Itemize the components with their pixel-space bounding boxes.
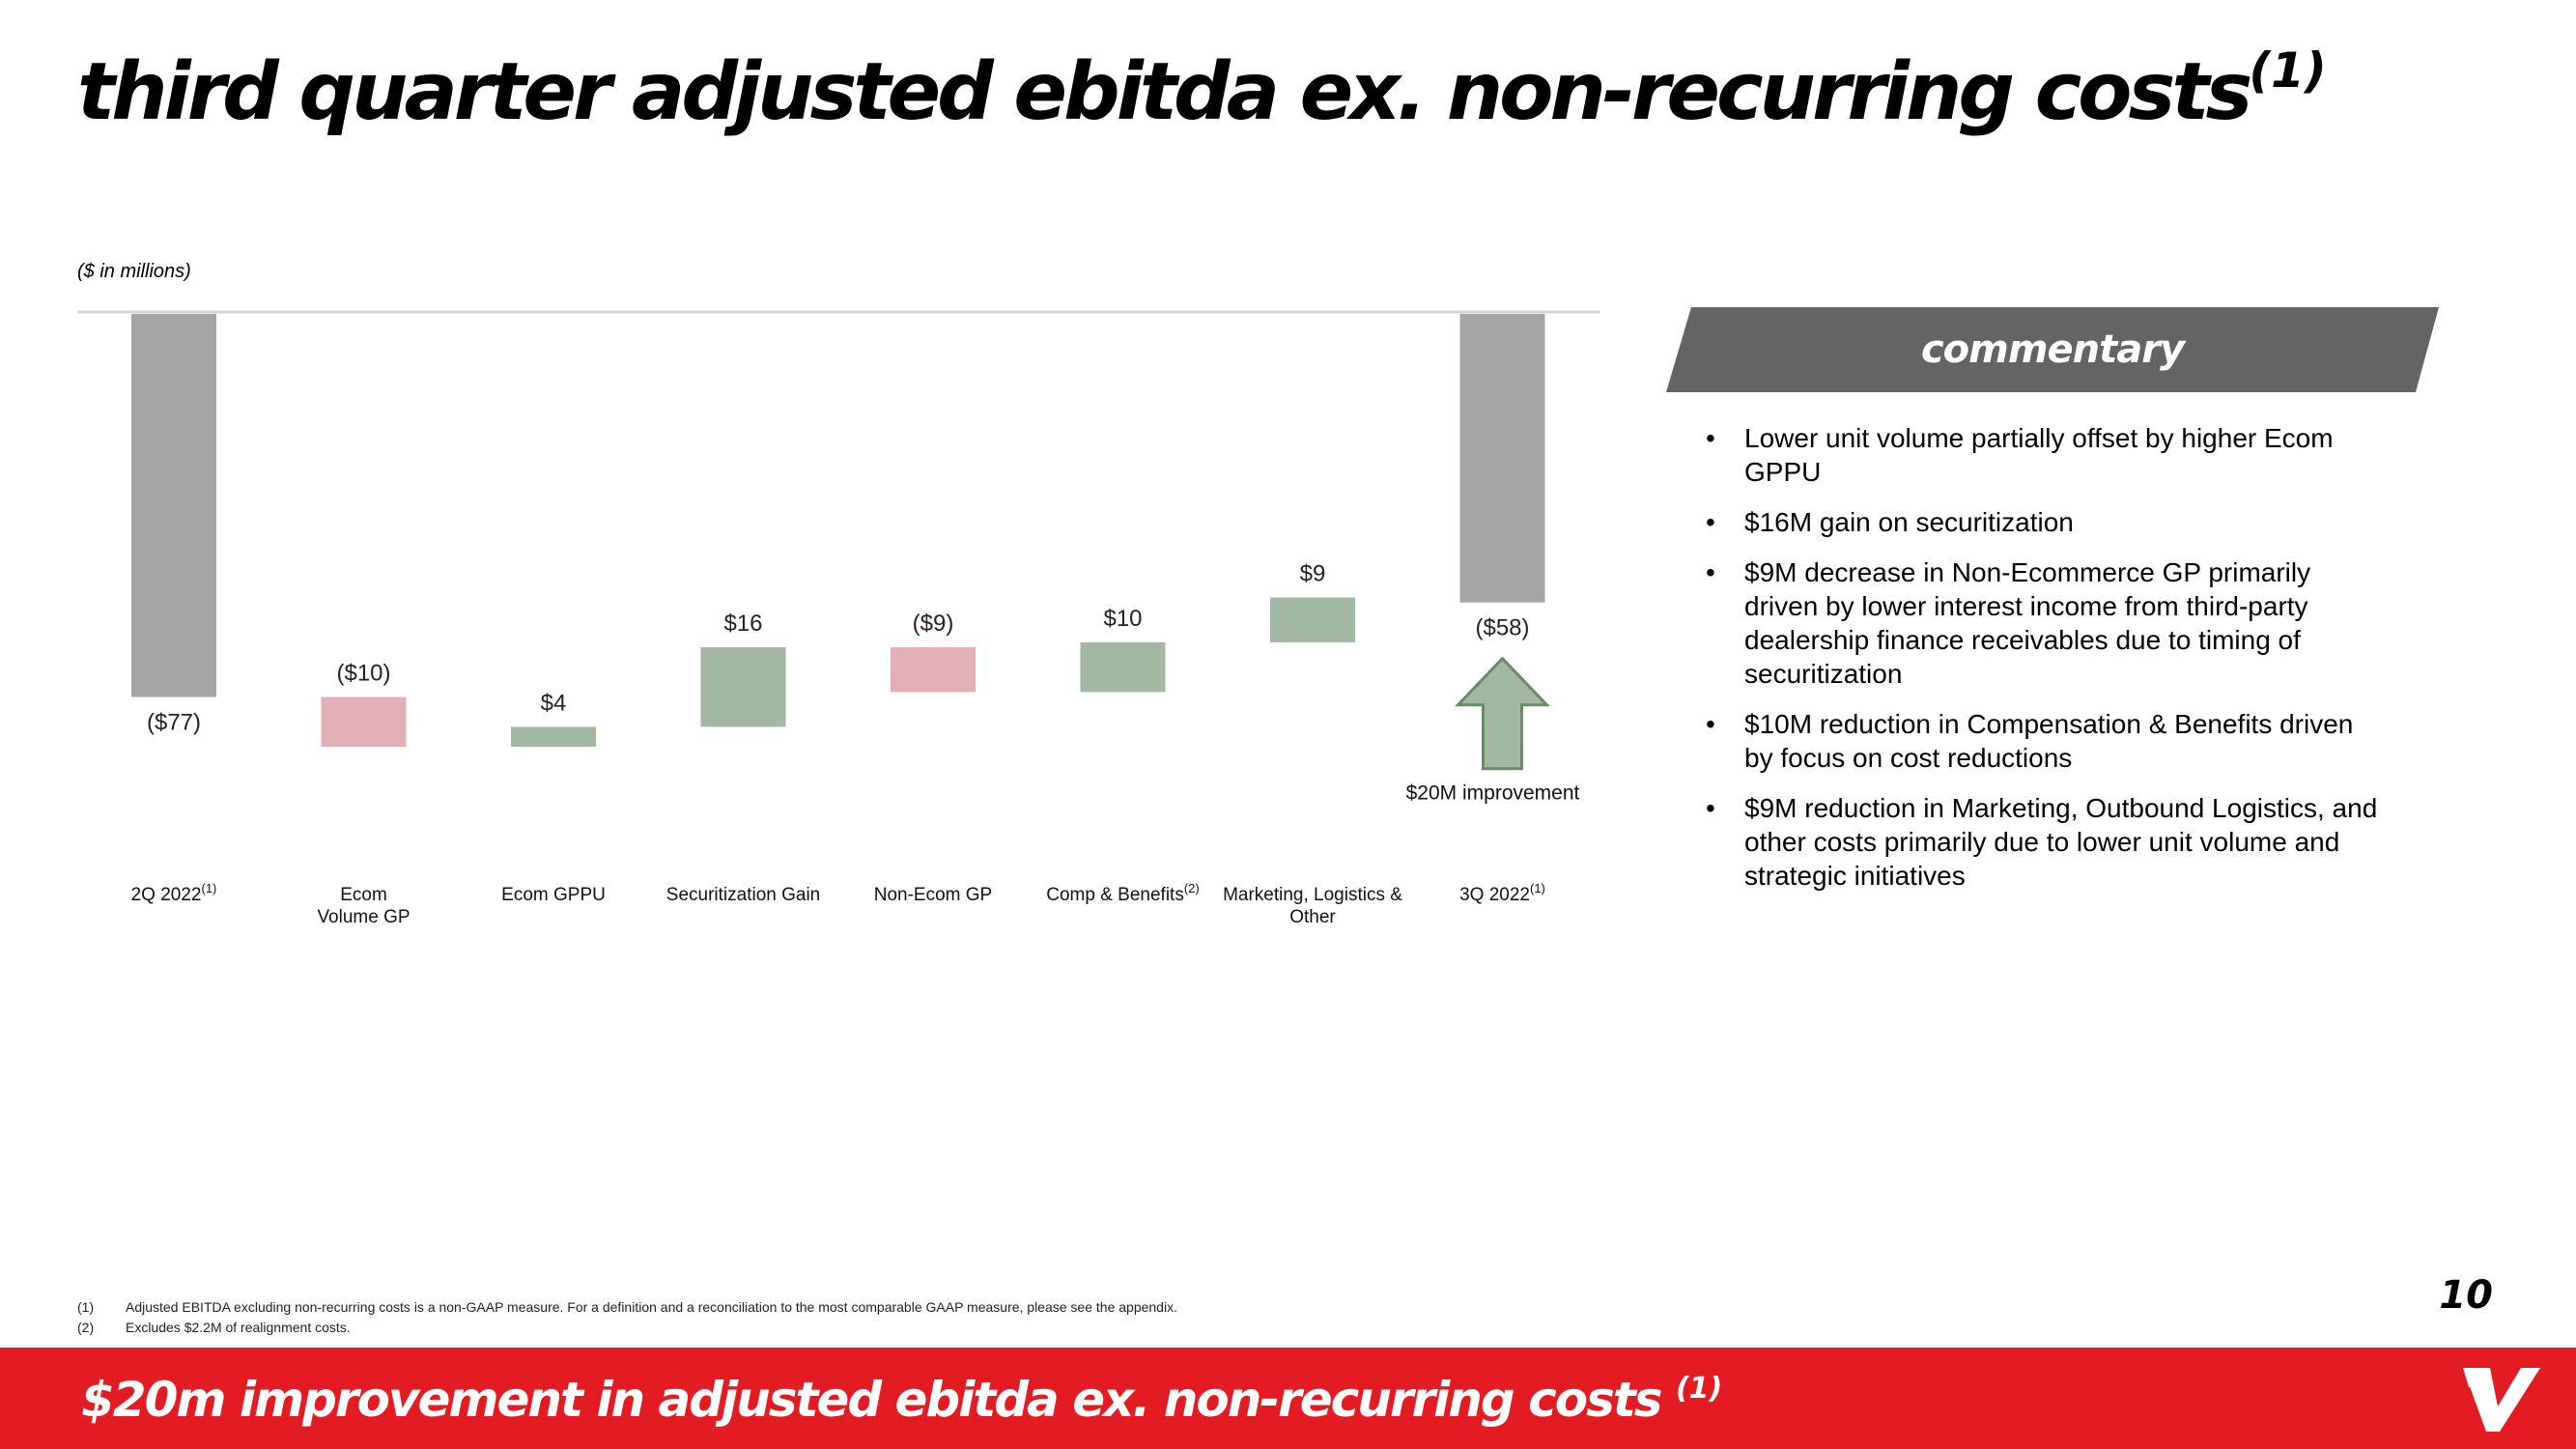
waterfall-bar — [1080, 641, 1166, 693]
vroom-v-logo-icon — [2463, 1368, 2540, 1432]
bullet-marker: • — [1706, 709, 1715, 739]
commentary-bullet-text: $16M gain on securitization — [1744, 507, 2074, 537]
category-label: 2Q 2022(1) — [131, 881, 217, 905]
bullet-marker: • — [1706, 557, 1715, 587]
category-footnote-ref: (1) — [1530, 881, 1545, 895]
data-label: $10 — [1103, 606, 1142, 632]
commentary-bullet: • $9M decrease in Non-Ecommerce GP primar… — [1702, 555, 2378, 691]
commentary-bullet-text: $9M reduction in Marketing, Outbound Log… — [1744, 793, 2378, 891]
footnote-text: Adjusted EBITDA excluding non-recurring … — [126, 1299, 1177, 1315]
page-title-footnote-ref: (1) — [2249, 43, 2327, 99]
category-label: Securitization Gain — [666, 885, 820, 905]
category-label: 3Q 2022(1) — [1459, 881, 1545, 905]
category-label: Non-Ecom GP — [874, 885, 992, 905]
data-label: $9 — [1300, 561, 1326, 587]
commentary-bullet: • Lower unit volume partially offset by h… — [1702, 421, 2378, 489]
category-label: Volume GP — [317, 907, 410, 927]
footnote: (2) Excludes $2.2M of realignment costs. — [77, 1320, 1177, 1340]
page-title: third quarter adjusted ebitda ex. non-re… — [77, 43, 2327, 138]
footer-bar — [0, 1348, 2576, 1449]
waterfall-bar — [131, 314, 216, 697]
footnote: (1) Adjusted EBITDA excluding non-recurri… — [77, 1299, 1177, 1320]
category-label: Comp & Benefits(2) — [1046, 881, 1199, 905]
footnote-number: (1) — [77, 1299, 95, 1315]
improvement-annotation: $20M improvement — [1406, 782, 1580, 805]
data-label: $4 — [541, 690, 567, 716]
waterfall-bar — [891, 647, 976, 693]
waterfall-bar — [1459, 314, 1545, 603]
bullet-marker: • — [1706, 423, 1715, 453]
commentary-bullet: • $16M gain on securitization — [1702, 505, 2378, 539]
footer-footnote-ref: (1) — [1675, 1372, 1723, 1406]
data-label: ($77) — [147, 710, 201, 736]
footer-tagline: $20m improvement in adjusted ebitda ex. … — [81, 1372, 1722, 1428]
data-label: ($10) — [336, 661, 390, 687]
data-label: ($58) — [1475, 615, 1529, 641]
improvement-arrow-icon — [1454, 656, 1551, 771]
category-label: Ecom GPPU — [501, 885, 606, 905]
category-footnote-ref: (1) — [202, 881, 217, 895]
commentary-banner — [1666, 307, 2439, 392]
waterfall-bar — [700, 647, 786, 727]
page-number: 10 — [2439, 1273, 2493, 1318]
commentary-bullet: • $9M reduction in Marketing, Outbound Lo… — [1702, 791, 2378, 893]
bullet-marker: • — [1706, 793, 1715, 823]
commentary-bullet-text: $10M reduction in Compensation & Benefit… — [1744, 709, 2354, 773]
commentary-title: commentary — [1920, 327, 2185, 372]
commentary-bullet-text: Lower unit volume partially offset by hi… — [1744, 423, 2334, 487]
units-label: ($ in millions) — [77, 261, 191, 282]
category-footnote-ref: (2) — [1184, 881, 1200, 895]
category-label: Ecom — [340, 885, 387, 905]
commentary-bullet-text: $9M decrease in Non-Ecommerce GP primari… — [1744, 557, 2311, 689]
footnote-text: Excludes $2.2M of realignment costs. — [126, 1320, 351, 1335]
category-label: Other — [1289, 907, 1336, 927]
category-label: Marketing, Logistics & — [1223, 885, 1402, 905]
footnote-number: (2) — [77, 1320, 95, 1335]
data-label: ($9) — [913, 611, 954, 637]
waterfall-bar — [1270, 597, 1355, 642]
footer-tagline-text: $20m improvement in adjusted ebitda ex. … — [81, 1372, 1663, 1428]
waterfall-bar — [321, 696, 407, 748]
data-label: $16 — [723, 611, 762, 637]
page-title-text: third quarter adjusted ebitda ex. non-re… — [77, 46, 2252, 138]
commentary-bullet: • $10M reduction in Compensation & Benefi… — [1702, 707, 2378, 775]
footnotes: (1) Adjusted EBITDA excluding non-recurri… — [77, 1299, 1177, 1340]
commentary-list: • Lower unit volume partially offset by h… — [1702, 421, 2378, 909]
waterfall-bar — [511, 726, 596, 748]
bullet-marker: • — [1706, 507, 1715, 537]
